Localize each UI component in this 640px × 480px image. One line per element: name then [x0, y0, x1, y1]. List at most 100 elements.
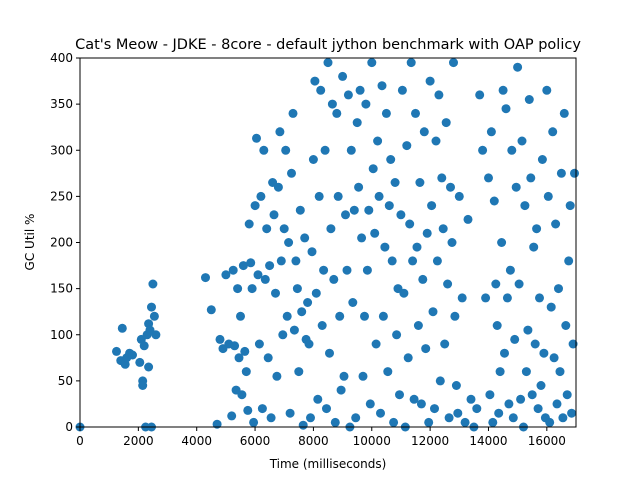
data-point — [221, 270, 231, 280]
data-point — [395, 390, 404, 400]
data-point — [500, 348, 509, 358]
x-tick-label: 2000 — [123, 434, 154, 448]
data-point — [352, 118, 362, 128]
data-point — [529, 242, 539, 252]
data-point — [386, 155, 396, 164]
data-point — [138, 381, 148, 390]
data-point — [555, 367, 565, 377]
data-point — [357, 233, 367, 243]
data-point — [399, 288, 409, 298]
data-point — [523, 325, 533, 335]
data-point — [240, 346, 250, 356]
data-point — [568, 339, 578, 349]
data-point — [319, 265, 329, 275]
data-point — [530, 339, 540, 349]
data-point — [358, 371, 368, 381]
data-point — [295, 205, 305, 215]
data-point — [327, 99, 337, 109]
data-point — [201, 273, 210, 283]
data-point — [412, 242, 422, 252]
data-point — [306, 413, 315, 423]
data-point — [282, 311, 292, 321]
data-point — [243, 405, 253, 415]
data-point — [513, 62, 523, 72]
data-point — [285, 408, 295, 418]
data-point — [491, 279, 501, 289]
y-tick-label: 400 — [50, 51, 73, 65]
data-point — [421, 344, 431, 354]
data-point — [212, 419, 222, 429]
data-point — [355, 85, 365, 95]
data-point — [418, 274, 428, 284]
data-point — [508, 413, 518, 423]
data-point — [339, 371, 349, 381]
data-point — [383, 367, 393, 377]
data-point — [402, 141, 412, 151]
data-point — [351, 413, 361, 423]
data-point — [228, 265, 238, 275]
x-tick-label: 12000 — [411, 434, 449, 448]
data-point — [548, 127, 558, 137]
data-point — [556, 168, 566, 178]
data-point — [335, 311, 345, 321]
data-point — [336, 385, 346, 395]
y-tick-label: 50 — [58, 374, 73, 388]
data-point — [303, 298, 313, 307]
data-point — [346, 145, 356, 155]
y-tick-label: 300 — [50, 143, 73, 157]
data-point — [266, 413, 276, 423]
data-point — [536, 381, 546, 390]
data-point — [112, 346, 121, 356]
data-point — [377, 81, 387, 91]
data-point — [313, 394, 323, 404]
data-point — [438, 224, 448, 234]
data-point — [415, 178, 425, 187]
data-point — [288, 108, 298, 118]
data-point — [349, 205, 359, 215]
data-point — [254, 339, 264, 349]
y-tick-label: 350 — [50, 97, 73, 111]
data-point — [502, 293, 512, 303]
data-point — [384, 201, 394, 211]
data-point — [543, 191, 553, 201]
data-point — [259, 145, 269, 155]
data-point — [234, 353, 244, 363]
x-tick-label: 10000 — [353, 434, 391, 448]
data-point — [257, 404, 267, 414]
data-point — [332, 108, 342, 118]
data-point — [457, 293, 467, 303]
data-point — [526, 173, 536, 183]
data-point — [562, 390, 572, 400]
data-point — [246, 258, 256, 268]
data-point — [326, 224, 336, 234]
data-point — [443, 279, 453, 289]
data-point — [537, 155, 547, 164]
y-tick-label: 150 — [50, 282, 73, 296]
data-point — [307, 247, 317, 257]
data-point — [481, 293, 491, 303]
y-tick-label: 100 — [50, 328, 73, 342]
data-point — [238, 261, 248, 271]
data-point — [361, 99, 371, 109]
data-point — [430, 404, 439, 414]
data-point — [275, 127, 285, 137]
data-point — [535, 293, 544, 303]
data-point — [533, 404, 543, 414]
data-point — [409, 394, 419, 404]
data-point — [354, 182, 364, 192]
data-point — [263, 353, 273, 363]
data-point — [148, 279, 158, 289]
x-tick-label: 0 — [76, 434, 84, 448]
data-point — [416, 399, 426, 409]
data-point — [390, 178, 400, 187]
data-point — [501, 104, 511, 114]
data-point — [381, 108, 391, 118]
data-point — [367, 58, 377, 68]
data-point — [380, 242, 390, 252]
data-point — [297, 307, 307, 317]
data-point — [545, 417, 555, 427]
data-point — [316, 85, 326, 95]
data-point — [273, 182, 283, 192]
